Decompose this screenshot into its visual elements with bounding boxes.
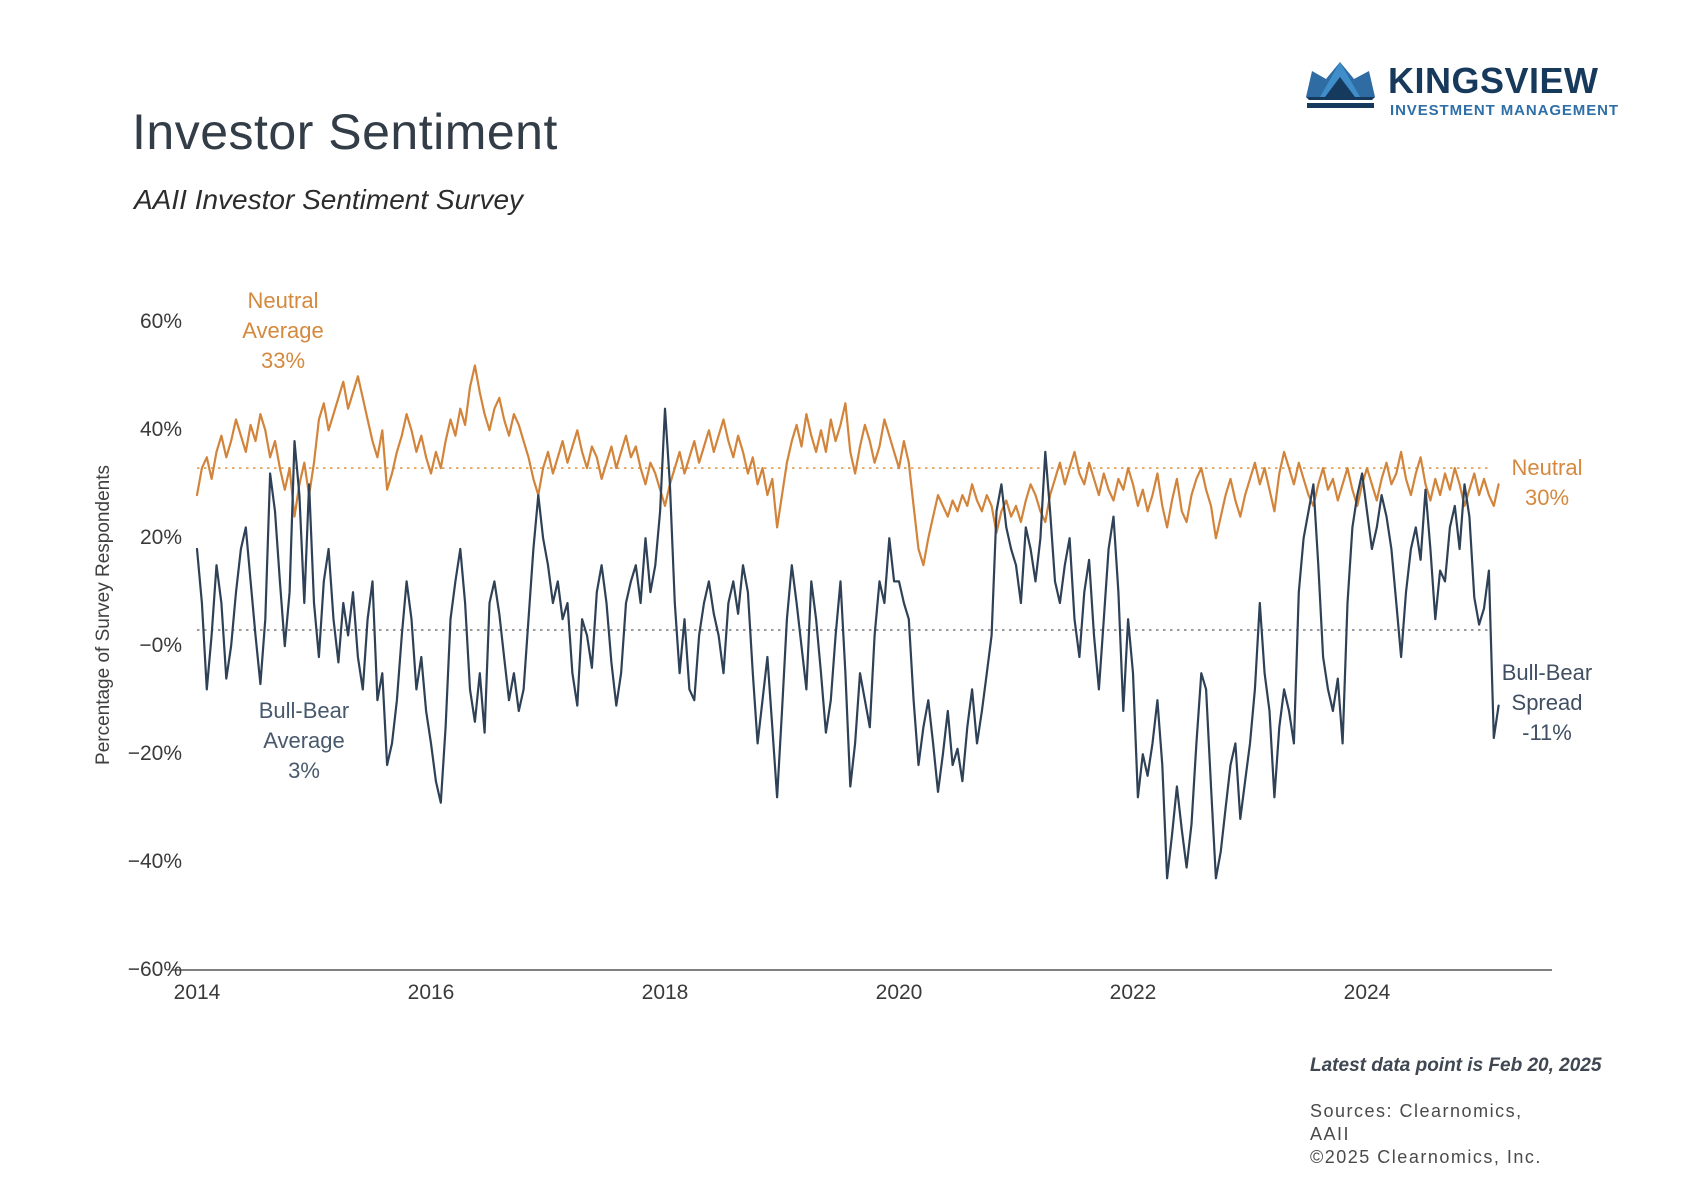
latest-data-footnote: Latest data point is Feb 20, 2025 (1310, 1055, 1602, 1076)
bull-bear-average-annotation: Bull-Bear Average 3% (258, 698, 350, 783)
kingsview-logo: KINGSVIEW INVESTMENT MANAGEMENT (1306, 58, 1618, 128)
x-tick-label: 2020 (875, 981, 923, 1004)
y-tick-label: 40% (139, 418, 182, 442)
kingsview-crown-icon (1306, 62, 1375, 108)
y-tick-label: −60% (127, 958, 182, 982)
page-subtitle: AAII Investor Sentiment Survey (134, 184, 524, 215)
x-tick-label: 2016 (407, 981, 455, 1004)
x-tick-label: 2024 (1343, 981, 1391, 1004)
x-tick-label: 2022 (1109, 981, 1157, 1004)
y-tick-label: −0% (139, 634, 182, 658)
neutral-latest-annotation: Neutral 30% (1511, 455, 1583, 510)
bull-bear-latest-annotation: Bull-Bear Spread -11% (1501, 660, 1593, 745)
neutral-average-annotation: Neutral Average 33% (242, 288, 324, 373)
y-axis-title: Percentage of Survey Respondents (93, 465, 114, 765)
logo-wordmark: KINGSVIEW (1388, 60, 1599, 101)
sources-line: AAII (1310, 1124, 1351, 1144)
y-tick-label: 20% (139, 526, 182, 550)
y-tick-label: 60% (139, 310, 182, 334)
x-tick-label: 2018 (641, 981, 689, 1004)
logo-tagline: INVESTMENT MANAGEMENT (1390, 102, 1619, 119)
sources-line: Sources: Clearnomics, (1310, 1101, 1523, 1121)
y-tick-label: −40% (127, 850, 182, 874)
page-title: Investor Sentiment (132, 104, 558, 160)
sources-block: Sources: Clearnomics, AAII ©2025 Clearno… (1310, 1100, 1542, 1169)
copyright-line: ©2025 Clearnomics, Inc. (1310, 1147, 1542, 1167)
x-tick-label: 2014 (173, 981, 221, 1004)
y-tick-label: −20% (127, 742, 182, 766)
